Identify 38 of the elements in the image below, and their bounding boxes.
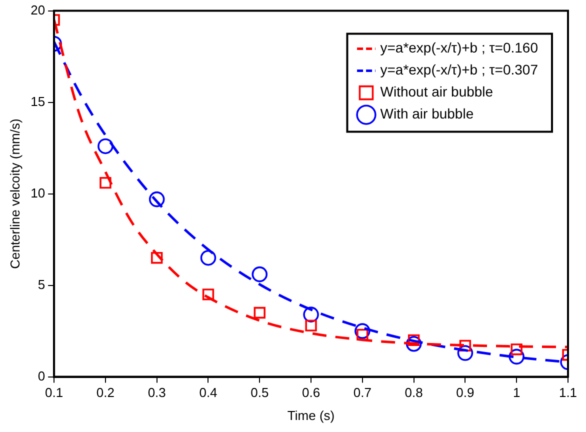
point	[148, 191, 165, 208]
point	[510, 344, 522, 356]
point	[200, 250, 216, 266]
y-tick-label: 20	[30, 2, 46, 18]
point	[305, 320, 317, 332]
point	[252, 266, 268, 282]
point	[354, 323, 370, 339]
x-tick-label: 0.5	[250, 385, 269, 400]
y-tick-label: 5	[38, 276, 46, 292]
point	[254, 306, 266, 319]
x-tick-label: 0.6	[302, 385, 320, 400]
point	[459, 340, 472, 352]
point	[303, 306, 319, 322]
x-tick-label: 0.3	[148, 385, 166, 400]
x-tick-label: 0.4	[199, 385, 218, 400]
x-tick-label: 0.9	[456, 385, 474, 400]
point	[100, 176, 112, 189]
point	[98, 138, 114, 154]
legend-label: y=a*exp(-x/τ)+b ; τ=0.160	[380, 40, 538, 56]
point	[457, 345, 474, 361]
point	[202, 288, 214, 300]
legend-label: With air bubble	[380, 106, 474, 122]
point	[151, 252, 163, 264]
legend-label: y=a*exp(-x/τ)+b ; τ=0.307	[380, 62, 538, 78]
legend-label: Without air bubble	[380, 84, 494, 100]
point	[508, 348, 525, 365]
x-tick-label: 0.1	[45, 385, 64, 400]
x-tick-label: 1	[512, 385, 520, 400]
x-tick-label: 0.7	[353, 385, 372, 400]
y-tick-label: 0	[38, 368, 46, 384]
x-tick-label: 1.1	[558, 385, 578, 400]
y-axis-title: Centerline velcoity (mm/s)	[7, 118, 22, 269]
point	[406, 336, 422, 352]
y-tick-label: 10	[30, 185, 46, 200]
y-tick-label: 15	[30, 94, 46, 109]
x-tick-label: 0.2	[96, 385, 114, 400]
x-axis-title: Time (s)	[287, 408, 335, 423]
x-tick-label: 0.8	[404, 385, 423, 400]
